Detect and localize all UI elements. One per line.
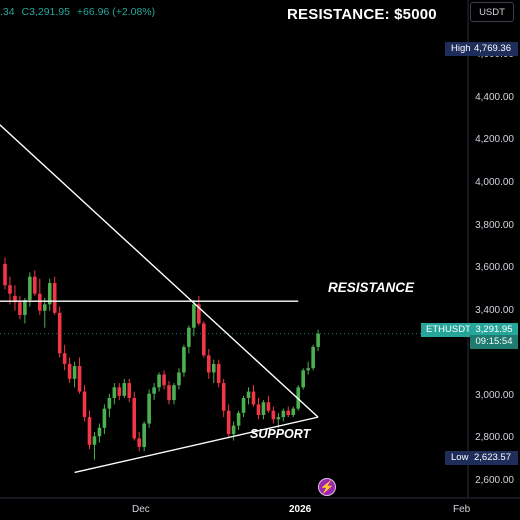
candle-up xyxy=(187,327,191,347)
candle-down xyxy=(266,402,271,411)
candle-up xyxy=(102,408,107,428)
price-tick-label: 3,000.00 xyxy=(475,389,514,401)
candle-up xyxy=(42,304,47,311)
candle-down xyxy=(167,385,171,401)
x-label-feb: Feb xyxy=(453,504,471,515)
trendline-descending[interactable] xyxy=(0,102,319,418)
candle-down xyxy=(127,383,132,398)
price-tick-label: 3,600.00 xyxy=(475,262,514,274)
price-tick-label: 4,200.00 xyxy=(475,134,514,146)
candle-up xyxy=(177,372,181,386)
candle-countdown: 09:15:54 xyxy=(470,335,518,349)
candle-down xyxy=(286,410,291,415)
candle-up xyxy=(147,393,151,424)
candle-down xyxy=(202,323,206,356)
candle-up xyxy=(157,374,161,388)
candle-up xyxy=(261,402,266,415)
candle-up xyxy=(182,346,186,373)
low-tag-label: Low xyxy=(445,451,475,465)
candle-down xyxy=(216,363,221,384)
ohlc-change: +66.96 (+2.08%) xyxy=(76,6,156,18)
candlestick-series xyxy=(3,257,320,460)
candle-up xyxy=(306,368,310,371)
price-tick-label: 4,000.00 xyxy=(475,177,514,189)
resistance-annotation: RESISTANCE xyxy=(328,280,415,295)
ohlc-legend: .34 C3,291.95 +66.96 (+2.08%) xyxy=(0,6,159,18)
candle-down xyxy=(271,410,276,420)
ohlc-close: C3,291.95 xyxy=(21,6,70,18)
candle-down xyxy=(33,276,37,294)
candle-down xyxy=(162,374,166,386)
candle-up xyxy=(192,304,196,328)
candle-down xyxy=(8,285,12,294)
candle-down xyxy=(13,295,17,303)
candle-up xyxy=(72,366,77,379)
price-tick-label: 2,800.00 xyxy=(475,432,514,444)
price-tick-label: 3,800.00 xyxy=(475,219,514,231)
candle-up xyxy=(236,412,241,426)
candle-down xyxy=(117,387,122,396)
candle-up xyxy=(112,387,117,398)
candle-up xyxy=(311,346,315,369)
candle-down xyxy=(256,404,261,415)
trendlines xyxy=(0,102,319,474)
trendline-support[interactable] xyxy=(74,416,319,474)
symbol-tag: ETHUSDT xyxy=(421,323,476,337)
candle-down xyxy=(57,312,62,354)
low-tag-value: 2,623.57 xyxy=(470,451,518,465)
lightning-bolt-icon[interactable]: ⚡ xyxy=(318,478,336,496)
candle-down xyxy=(62,353,67,364)
candle-down xyxy=(82,391,87,418)
price-tick-label: 4,400.00 xyxy=(475,91,514,103)
x-label-2026: 2026 xyxy=(289,504,312,515)
candle-down xyxy=(206,355,211,373)
price-tick-label: 2,600.00 xyxy=(475,474,514,486)
candle-up xyxy=(172,385,176,401)
ohlc-open-partial: .34 xyxy=(0,6,15,18)
currency-selector[interactable]: USDT xyxy=(470,2,514,22)
candle-up xyxy=(276,417,281,420)
support-annotation: SUPPORT xyxy=(250,427,311,441)
candle-down xyxy=(132,397,137,439)
candle-down xyxy=(18,302,22,315)
candle-up xyxy=(211,363,216,373)
candle-down xyxy=(3,263,7,286)
candle-down xyxy=(251,391,256,405)
candle-up xyxy=(28,276,32,301)
candle-up xyxy=(231,425,236,435)
candle-up xyxy=(291,408,296,415)
candle-up xyxy=(316,333,320,347)
candle-up xyxy=(281,410,286,418)
candle-up xyxy=(241,397,246,413)
high-tag-value: 4,769.36 xyxy=(470,42,518,56)
candle-up xyxy=(23,300,27,315)
candle-up xyxy=(92,436,97,445)
x-label-dec: Dec xyxy=(132,504,150,515)
candle-up xyxy=(142,423,146,447)
candle-up xyxy=(47,283,52,305)
candle-down xyxy=(37,293,42,311)
candle-up xyxy=(122,383,127,396)
candle-up xyxy=(246,391,251,398)
candle-up xyxy=(152,387,156,394)
candle-down xyxy=(197,304,201,324)
candle-down xyxy=(221,383,226,411)
candle-up xyxy=(301,370,305,388)
candle-down xyxy=(67,363,72,379)
candle-up xyxy=(107,397,112,409)
last-price-tag: 3,291.95 xyxy=(470,323,518,337)
candle-up xyxy=(97,427,102,437)
candle-down xyxy=(77,366,82,392)
candle-down xyxy=(226,410,231,435)
candle-down xyxy=(52,283,57,313)
resistance-headline: RESISTANCE: $5000 xyxy=(287,6,437,23)
candle-down xyxy=(87,417,92,445)
high-tag-label: High xyxy=(445,42,477,56)
price-tick-label: 3,400.00 xyxy=(475,304,514,316)
candle-down xyxy=(137,438,141,447)
